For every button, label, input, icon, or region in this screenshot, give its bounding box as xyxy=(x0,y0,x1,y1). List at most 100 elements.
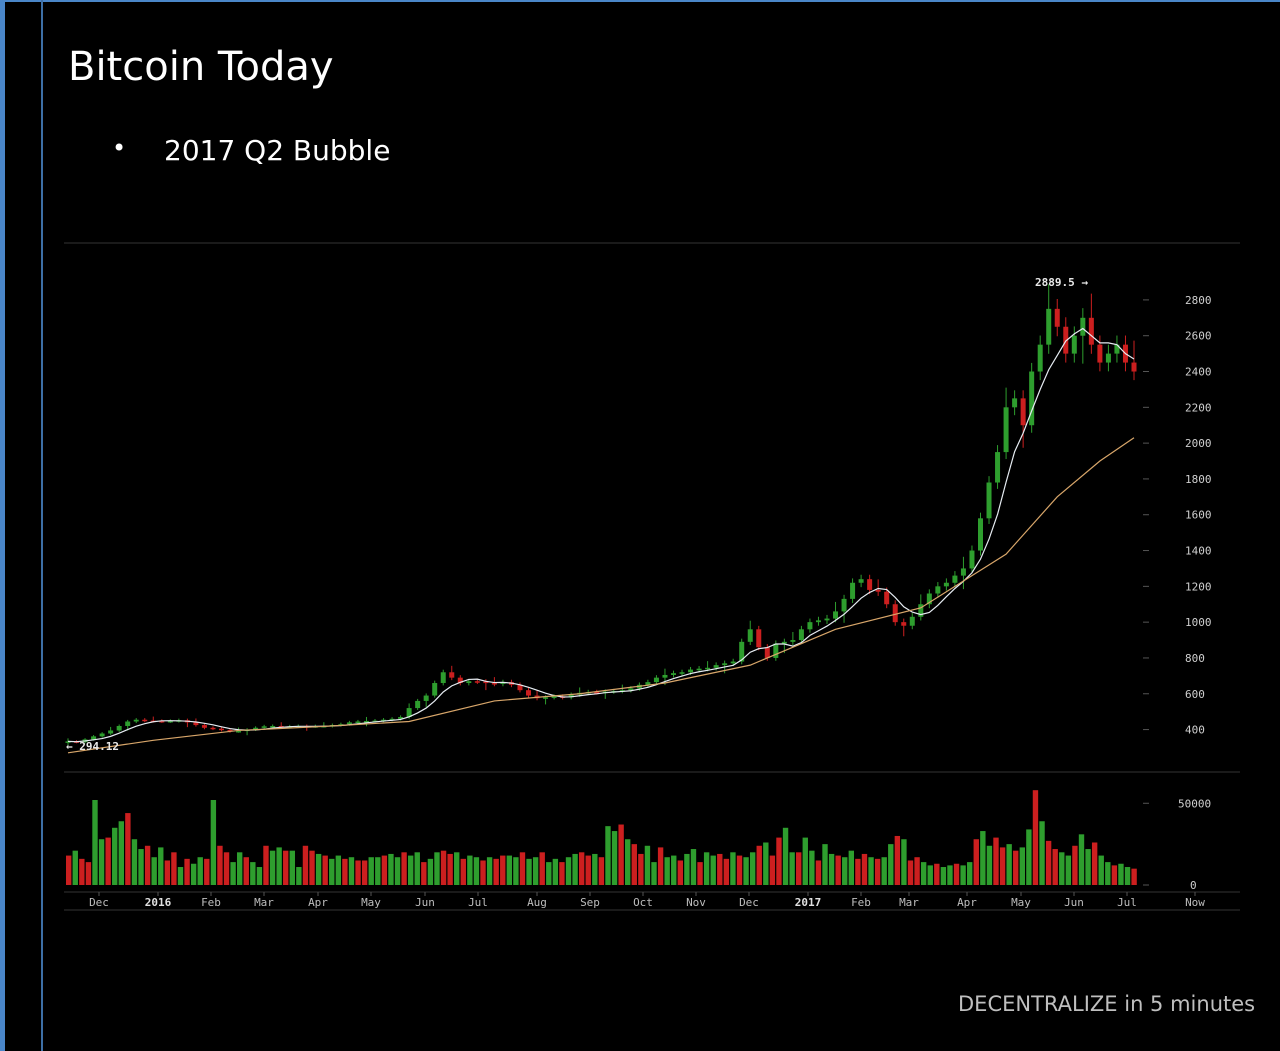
volume-bar xyxy=(190,863,197,885)
time-axis: Dec 2016 Feb Mar Apr May Jun Jul Aug Sep Oct Nov Dec… xyxy=(89,892,1205,909)
candle-body xyxy=(977,518,983,551)
volume-bar xyxy=(138,849,144,885)
candle-body xyxy=(457,677,463,684)
volume-bar xyxy=(677,860,684,885)
volume-bar xyxy=(618,824,624,885)
volume-bar xyxy=(407,855,414,885)
candle-body xyxy=(1003,407,1009,453)
candle-body xyxy=(662,674,668,678)
candle-body xyxy=(815,620,821,623)
volume-bar xyxy=(973,839,979,885)
slide-title: Bitcoin Today xyxy=(68,44,334,90)
volume-bar xyxy=(572,853,578,885)
volume-bar xyxy=(828,853,835,885)
volume-bar xyxy=(315,853,322,885)
volume-bar xyxy=(1059,852,1065,885)
time-tick-label: Apr xyxy=(308,896,328,909)
volume-bar xyxy=(940,867,947,885)
volume-bar xyxy=(335,855,342,885)
volume-bar xyxy=(638,853,644,885)
candle-body xyxy=(653,677,659,683)
bullet-dot: • xyxy=(112,134,127,162)
candle-body xyxy=(1012,398,1018,408)
volume-bar xyxy=(947,865,953,885)
volume-bar xyxy=(736,855,743,885)
candle-body xyxy=(1029,371,1035,426)
candle-body xyxy=(159,720,165,723)
candle-body xyxy=(1054,308,1060,327)
candle-body xyxy=(568,694,574,698)
candle-body xyxy=(688,669,694,673)
candle-body xyxy=(432,683,438,696)
volume-bar xyxy=(690,849,697,885)
candle-body xyxy=(1105,353,1111,363)
volume-bar xyxy=(723,858,730,885)
volume-bar xyxy=(1006,844,1012,885)
volume-bar xyxy=(809,850,815,885)
slide-accent-bar xyxy=(0,0,5,1051)
candle-body xyxy=(167,720,173,723)
candle-body xyxy=(807,622,813,630)
candle-body xyxy=(415,700,421,709)
volume-bar xyxy=(519,852,526,885)
price-tick-label: 1400 xyxy=(1185,545,1212,558)
volume-bar xyxy=(822,844,828,885)
candle-body xyxy=(389,718,395,721)
volume-bar xyxy=(789,852,795,885)
time-tick-label: Nov xyxy=(686,896,706,909)
volume-bar xyxy=(506,855,513,885)
candle-body xyxy=(1088,317,1094,345)
candle-body xyxy=(824,618,830,621)
price-tick-label: 1000 xyxy=(1185,616,1212,629)
candle-body xyxy=(679,672,685,674)
candle-body xyxy=(474,681,480,683)
time-tick-label: Jun xyxy=(415,896,435,909)
volume-bar xyxy=(283,850,289,885)
volume-bar xyxy=(782,827,789,885)
volume-bar xyxy=(177,867,184,885)
volume-bar xyxy=(1072,845,1078,885)
candle-body xyxy=(125,721,131,726)
candle-body xyxy=(261,726,267,728)
volume-bar xyxy=(388,853,394,885)
volume-bar xyxy=(999,847,1006,885)
volume-bar xyxy=(631,844,637,885)
volume-bar xyxy=(907,860,914,885)
candle-body xyxy=(850,582,856,599)
volume-bar xyxy=(394,857,401,885)
volume-bar xyxy=(322,855,328,885)
volume-bar xyxy=(730,852,736,885)
volume-bar xyxy=(250,862,256,885)
volume-bar xyxy=(85,862,92,885)
volume-bar xyxy=(1111,865,1118,885)
candle-body xyxy=(440,672,446,684)
volume-bar xyxy=(144,845,151,885)
candle-body xyxy=(739,641,745,662)
footer-text: DECENTRALIZE in 5 minutes xyxy=(958,992,1256,1016)
price-tick-label: 1600 xyxy=(1185,509,1212,522)
moving-average-slow xyxy=(67,437,1135,754)
volume-bar xyxy=(302,845,309,885)
volume-bar xyxy=(559,862,565,885)
moving-averages xyxy=(67,327,1135,754)
candle-body xyxy=(449,672,455,678)
volume-bar xyxy=(368,857,374,885)
candle-body xyxy=(346,722,352,725)
volume-bar xyxy=(414,852,420,885)
volume-bar xyxy=(500,855,506,885)
volume-bar xyxy=(894,835,901,885)
volume-bar xyxy=(927,865,933,885)
volume-bar xyxy=(914,857,920,885)
volume-bar xyxy=(92,800,98,885)
volume-bar xyxy=(1026,829,1032,885)
volume-bar xyxy=(1039,821,1045,885)
candle-body xyxy=(696,668,702,671)
candle-body xyxy=(1097,344,1103,363)
price-tick-label: 2600 xyxy=(1185,330,1212,343)
candle-body xyxy=(781,641,787,644)
candle-body xyxy=(201,725,207,728)
candle-body xyxy=(193,722,199,726)
volume-bar xyxy=(434,852,440,885)
low-annotation: ← 294.12 xyxy=(66,740,119,753)
candle-body xyxy=(756,629,762,648)
